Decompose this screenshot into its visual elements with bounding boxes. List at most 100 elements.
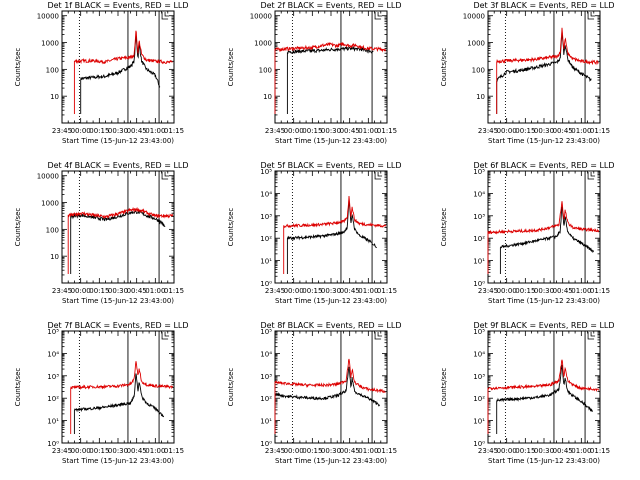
x-tick-label: 23:45 bbox=[265, 447, 285, 455]
x-tick-label: 01:00 bbox=[358, 287, 378, 295]
y-tick-label: 10000 bbox=[37, 13, 59, 21]
y-tick-label: 10² bbox=[260, 395, 272, 403]
x-tick-label: 00:15 bbox=[515, 127, 535, 135]
x-axis-label: Start Time (15-Jun-12 23:43:00) bbox=[275, 297, 387, 305]
bracket-mark bbox=[374, 12, 382, 20]
bracket-mark bbox=[161, 12, 169, 20]
y-tick-label: 10000 bbox=[250, 13, 272, 21]
series-lld-line bbox=[487, 201, 600, 274]
series-lld-line bbox=[283, 195, 387, 274]
y-tick-label: 10¹ bbox=[47, 418, 59, 426]
x-tick-label: 00:30 bbox=[534, 447, 554, 455]
panel-det-3: Det 3f BLACK = Events, RED = LLD Counts/s… bbox=[440, 1, 615, 145]
x-tick-label: 23:45 bbox=[478, 127, 498, 135]
x-tick-label: 00:15 bbox=[302, 127, 322, 135]
y-tick-label: 10⁵ bbox=[260, 328, 272, 336]
series-lld-line bbox=[496, 27, 599, 114]
y-axis-label: Counts/sec bbox=[440, 208, 448, 247]
x-tick-label: 01:15 bbox=[164, 127, 184, 135]
y-tick-label: 10¹ bbox=[473, 258, 485, 266]
y-tick-label: 10⁰ bbox=[473, 440, 485, 448]
panel-det-8: Det 8f BLACK = Events, RED = LLD Counts/s… bbox=[227, 321, 402, 465]
x-tick-label: 00:00 bbox=[284, 287, 304, 295]
x-axis-label: Start Time (15-Jun-12 23:43:00) bbox=[275, 457, 387, 465]
panel-title: Det 5f BLACK = Events, RED = LLD bbox=[260, 161, 401, 170]
plot-frame bbox=[274, 330, 388, 444]
x-tick-label: 01:00 bbox=[358, 447, 378, 455]
x-tick-label: 01:00 bbox=[571, 287, 591, 295]
x-tick-label: 00:45 bbox=[553, 447, 573, 455]
x-tick-label: 01:00 bbox=[571, 127, 591, 135]
x-tick-label: 00:30 bbox=[108, 447, 128, 455]
bracket-mark bbox=[164, 12, 170, 17]
x-axis-label: Start Time (15-Jun-12 23:43:00) bbox=[62, 137, 174, 145]
panel-title: Det 8f BLACK = Events, RED = LLD bbox=[260, 321, 401, 330]
x-tick-label: 00:45 bbox=[553, 287, 573, 295]
y-tick-label: 10000 bbox=[37, 173, 59, 181]
y-tick-label: 10³ bbox=[260, 373, 272, 381]
x-tick-label: 00:30 bbox=[108, 127, 128, 135]
bracket-mark bbox=[590, 172, 596, 177]
y-tick-label: 10 bbox=[50, 93, 59, 101]
series-events-line bbox=[496, 364, 593, 434]
y-tick-label: 10³ bbox=[473, 373, 485, 381]
plot-frame bbox=[487, 10, 601, 124]
x-tick-label: 00:30 bbox=[321, 287, 341, 295]
panel-det-2: Det 2f BLACK = Events, RED = LLD Counts/s… bbox=[227, 1, 402, 145]
x-tick-label: 00:00 bbox=[497, 127, 517, 135]
x-axis-label: Start Time (15-Jun-12 23:43:00) bbox=[488, 137, 600, 145]
plot-frame bbox=[487, 330, 601, 444]
panel-title: Det 9f BLACK = Events, RED = LLD bbox=[473, 321, 614, 330]
x-tick-label: 00:45 bbox=[553, 127, 573, 135]
bracket-mark bbox=[377, 332, 383, 337]
series-lld-line bbox=[274, 41, 387, 114]
y-axis-label: Counts/sec bbox=[14, 208, 22, 247]
series-events-line bbox=[73, 373, 165, 434]
y-tick-label: 10 bbox=[50, 253, 59, 261]
y-tick-label: 10¹ bbox=[473, 418, 485, 426]
x-tick-label: 00:30 bbox=[108, 287, 128, 295]
x-axis-label: Start Time (15-Jun-12 23:43:00) bbox=[488, 297, 600, 305]
y-axis-label: Counts/sec bbox=[227, 208, 235, 247]
x-tick-label: 23:45 bbox=[478, 447, 498, 455]
x-tick-label: 00:45 bbox=[340, 127, 360, 135]
y-tick-label: 10000 bbox=[463, 13, 485, 21]
x-tick-label: 01:00 bbox=[145, 287, 165, 295]
y-tick-label: 1000 bbox=[41, 200, 59, 208]
x-tick-label: 00:30 bbox=[321, 447, 341, 455]
x-tick-label: 00:00 bbox=[71, 447, 91, 455]
y-tick-label: 10² bbox=[473, 395, 485, 403]
x-axis-label: Start Time (15-Jun-12 23:43:00) bbox=[488, 457, 600, 465]
x-tick-label: 23:45 bbox=[478, 287, 498, 295]
x-tick-label: 00:45 bbox=[127, 287, 147, 295]
y-axis-label: Counts/sec bbox=[440, 48, 448, 87]
panel-det-1: Det 1f BLACK = Events, RED = LLD Counts/s… bbox=[14, 1, 189, 145]
series-events-line bbox=[286, 45, 374, 114]
bracket-mark bbox=[161, 332, 169, 340]
bracket-mark bbox=[164, 172, 170, 177]
x-tick-label: 23:45 bbox=[265, 127, 285, 135]
y-tick-label: 10⁵ bbox=[473, 328, 485, 336]
plot-frame bbox=[274, 10, 388, 124]
x-tick-label: 01:15 bbox=[590, 447, 610, 455]
x-tick-label: 00:15 bbox=[515, 287, 535, 295]
y-tick-label: 10 bbox=[263, 93, 272, 101]
x-tick-label: 00:30 bbox=[321, 127, 341, 135]
bracket-mark bbox=[377, 172, 383, 177]
series-lld-line bbox=[70, 361, 174, 434]
plot-frame bbox=[274, 170, 388, 284]
x-tick-label: 00:00 bbox=[71, 127, 91, 135]
x-tick-label: 01:15 bbox=[590, 287, 610, 295]
y-tick-label: 10⁴ bbox=[260, 190, 272, 198]
bracket-mark bbox=[374, 332, 382, 340]
x-axis-label: Start Time (15-Jun-12 23:43:00) bbox=[62, 457, 174, 465]
series-lld-line bbox=[274, 358, 386, 434]
bracket-mark bbox=[164, 332, 170, 337]
bracket-mark bbox=[587, 172, 595, 180]
x-tick-label: 01:15 bbox=[377, 127, 397, 135]
x-tick-label: 00:15 bbox=[89, 287, 109, 295]
panel-det-7: Det 7f BLACK = Events, RED = LLD Counts/s… bbox=[14, 321, 189, 465]
series-events-line bbox=[286, 200, 377, 274]
y-tick-label: 10⁴ bbox=[473, 350, 485, 358]
